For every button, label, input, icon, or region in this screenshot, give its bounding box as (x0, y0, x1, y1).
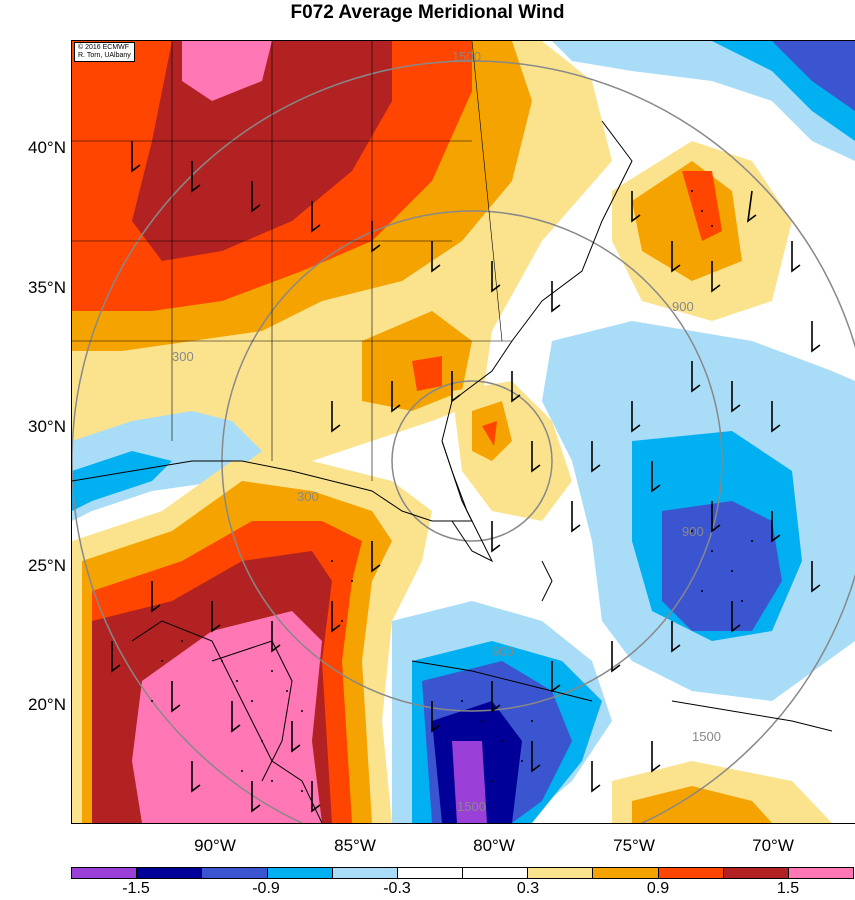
map-panel: 1500 300 900 900 900 1500 1500 300 © 201… (71, 40, 855, 824)
meridional-wind-map: 1500 300 900 900 900 1500 1500 300 (72, 41, 855, 823)
range-ring-labels: 1500 300 900 900 900 1500 1500 300 (172, 49, 721, 814)
ring-label: 300 (297, 489, 319, 504)
colorbar-label: -1.5 (122, 880, 150, 897)
lon-label: 80°W (473, 836, 515, 855)
colorbar-label: -0.3 (383, 880, 411, 897)
colorbar-segment (593, 868, 659, 878)
lat-label: 40°N (28, 138, 66, 157)
map-title: F072 Average Meridional Wind (290, 2, 565, 23)
ring-label: 1500 (452, 49, 481, 64)
colorbar-label: 0.9 (646, 880, 670, 897)
colorbar-segment (72, 868, 138, 878)
colorbar-label: -0.9 (252, 880, 280, 897)
ring-label: 1500 (692, 729, 721, 744)
ring-label: 900 (492, 644, 514, 659)
ring-label: 300 (172, 349, 194, 364)
positive-wind-core-north (132, 41, 392, 261)
positive-wind-core-yucatan (132, 611, 322, 823)
colorbar-segment (267, 868, 333, 878)
colorbar-segment (397, 868, 464, 878)
colorbar-segment (463, 868, 529, 878)
coastlines (72, 120, 833, 823)
ring-label: 900 (682, 524, 704, 539)
colorbar-segment (332, 868, 398, 878)
colorbar-segment (723, 868, 789, 878)
state-borders (72, 41, 512, 481)
lon-label: 85°W (334, 836, 376, 855)
colorbar-segment (658, 868, 724, 878)
ring-label: 900 (672, 299, 694, 314)
negative-wind-core-atlantic (662, 501, 782, 631)
lat-label: 35°N (28, 278, 66, 297)
colorbar-label: 0.3 (516, 880, 540, 897)
credit-box: © 2016 ECMWF R. Torn, UAlbany (74, 42, 135, 62)
lat-label: 30°N (28, 417, 66, 436)
colorbar-label: 1.5 (776, 880, 800, 897)
colorbar-segment (788, 868, 854, 878)
colorbar (71, 867, 854, 879)
lat-label: 25°N (28, 556, 66, 575)
colorbar-segment (528, 868, 594, 878)
colorbar-segment (137, 868, 203, 878)
colorbar-segment (202, 868, 268, 878)
credit-line: R. Torn, UAlbany (78, 52, 131, 59)
credit-line: © 2016 ECMWF (78, 44, 130, 51)
ring-label: 1500 (457, 799, 486, 814)
lat-label: 20°N (28, 695, 66, 714)
wind-barbs (111, 141, 821, 813)
lon-label: 90°W (194, 836, 236, 855)
lon-label: 75°W (613, 836, 655, 855)
lon-label: 70°W (752, 836, 794, 855)
